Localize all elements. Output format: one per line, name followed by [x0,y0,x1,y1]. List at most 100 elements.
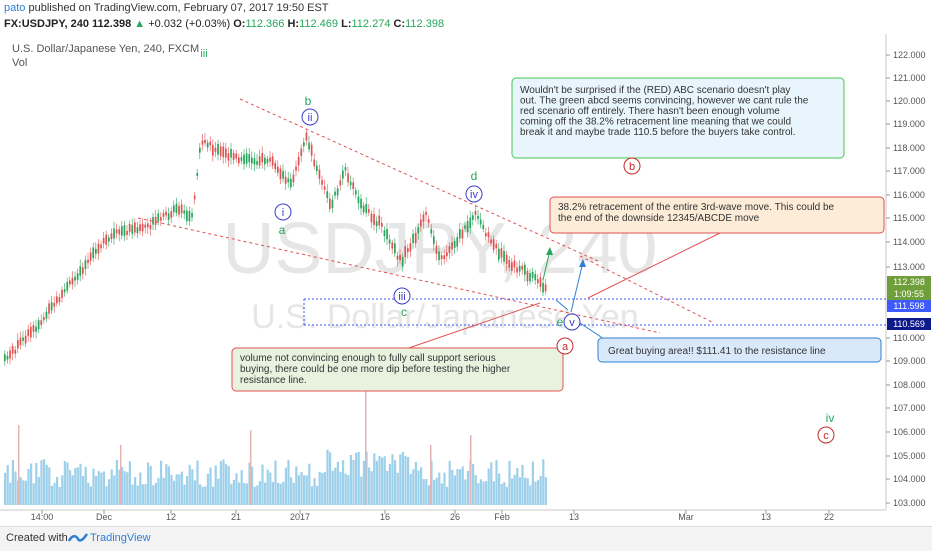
candle-body [19,337,22,346]
wave-circle-ii[interactable] [301,108,319,126]
candle-body [162,213,165,217]
price-tick-label: 105.000 [893,451,926,461]
note-connector-red [587,232,721,299]
candle-body [69,280,71,285]
candle-body [321,179,323,185]
note-line: coming off the 38.2% retracement line me… [520,117,791,128]
volume-bar [113,475,116,505]
volume-bar [196,460,199,505]
upper-trendline-ext[interactable] [579,255,713,323]
time-tick-label: 12 [166,512,176,522]
time-axis[interactable]: 14:00 Dec 12 21 2017 16 26 Feb 13 Mar 13 22 [31,510,834,522]
volume-bar [11,459,14,505]
low-value: 112.274 [351,18,391,30]
candle-body [89,252,92,261]
volume-bar [48,467,51,505]
note-red-abc[interactable] [511,77,845,159]
volume-bars [4,390,547,505]
note-line: red scenario off entirely. There hasn't … [520,106,780,117]
candle-body [355,190,357,195]
note-buying-area[interactable] [597,337,882,363]
created-with-text: Created with [6,532,68,544]
candle-body [534,273,537,281]
candle-body [14,349,17,354]
candle-body [479,219,482,225]
tradingview-logo-icon[interactable] [68,531,88,545]
wave-circle-iv[interactable] [465,185,483,203]
volume-bar [539,475,542,505]
wave-circle-iii[interactable] [393,287,411,305]
note-line: 38.2% retracement of the entire 3rd-wave… [558,202,835,213]
candle-body [139,224,141,231]
volume-bar [188,464,191,505]
volume-bar [35,462,38,505]
wave-label-e-green: e [557,315,564,329]
candle-body [209,141,212,146]
volume-bar [482,481,485,505]
candle-body [121,226,123,236]
candle-body [448,246,451,254]
volume-bar [518,477,521,505]
candle-body [17,340,19,349]
volume-bar [45,464,48,505]
candle-body [240,157,243,161]
volume-bar [305,475,308,505]
wave-circle-a-red[interactable] [556,337,574,355]
candle-body [173,205,175,213]
candle-body [303,142,305,147]
candle-body [48,303,50,314]
note-volume[interactable] [231,347,564,392]
volume-bar [308,463,311,505]
volume-bar [370,471,373,505]
volume-bar [375,460,378,505]
volume-bar [498,473,501,505]
candle-body [360,198,362,209]
candle-body [71,277,74,285]
wave-circle-c-red[interactable] [817,426,835,444]
candle-body [334,191,336,196]
candle-body [487,232,490,238]
candle-body [453,241,456,248]
candle-body [97,243,100,254]
note-red-abc-text: Wouldn't be surprised if the (RED) ABC s… [520,85,809,138]
volume-bar [459,469,462,505]
candle-body [305,132,308,141]
volume-bar [154,482,157,505]
candle-body [438,251,440,261]
candle-body [542,282,544,293]
wave-circle-b-red[interactable] [623,157,641,175]
price-tick-label: 118.000 [893,143,925,153]
volume-bar [147,462,150,505]
candle-body [175,203,178,214]
volume-spike [120,445,122,505]
published-text: published on TradingView.com, February 0… [28,2,329,14]
price-tick-label: 114.000 [893,237,925,247]
volume-bar [292,482,295,505]
note-retracement[interactable] [549,196,885,234]
candle-body [79,266,82,276]
price-tick-label: 108.000 [893,380,926,390]
price-axis[interactable]: 122.000 121.000 120.000 119.000 118.000 117.0… [886,50,926,508]
note-retracement-text: 38.2% retracement of the entire 3rd-wave… [558,202,835,224]
time-tick-label: 22 [824,512,834,522]
volume-bar [425,479,428,505]
volume-bar [40,460,43,505]
volume-bar [433,480,436,505]
candlesticks [4,128,547,366]
wave-circle-v[interactable] [563,313,581,331]
volume-bar [225,464,228,505]
volume-bar [500,483,503,505]
volume-bar [542,459,545,505]
close-label: C: [393,18,406,30]
price-chart[interactable]: USDJPY, 240 U.S. Dollar/Japanese Yen U.S… [0,34,932,524]
volume-bar [165,464,168,505]
candle-body [266,158,269,164]
volume-bar [492,481,495,505]
blue-arrow-head-icon [579,259,586,267]
volume-bar [92,468,95,505]
volume-bar [243,482,246,505]
author-link[interactable]: pato [4,2,26,14]
volume-bar [149,465,152,505]
wave-circle-i[interactable] [274,203,292,221]
tradingview-link[interactable]: TradingView [90,532,151,544]
